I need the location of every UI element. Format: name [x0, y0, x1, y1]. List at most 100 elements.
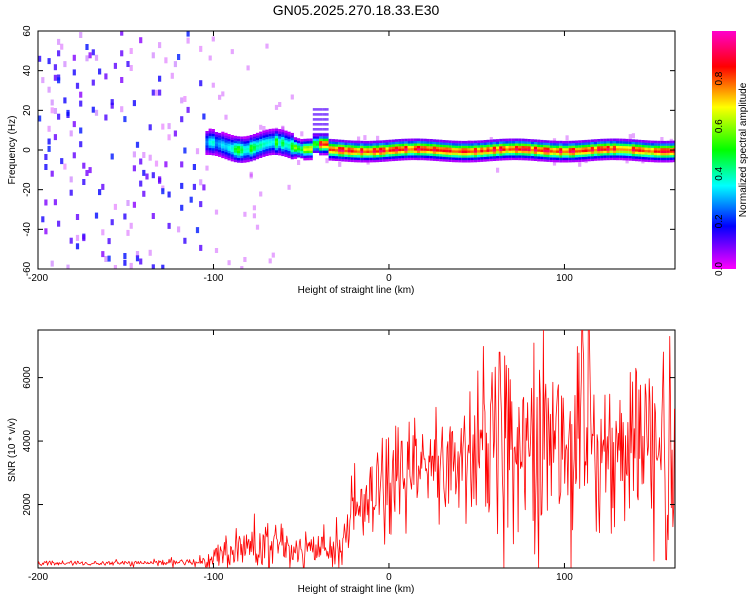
spectrogram-cell — [259, 145, 263, 149]
spectrogram-cell — [559, 150, 563, 153]
spectrogram-cell — [319, 148, 323, 151]
spectrogram-cell — [451, 152, 455, 156]
spectrogram-cell — [262, 149, 266, 153]
spectrogram-cell — [350, 154, 354, 158]
spectrogram-cell — [505, 141, 509, 144]
spectrogram-cell — [663, 143, 667, 146]
spectrogram-cell — [369, 147, 373, 151]
spectrogram-cell — [101, 229, 105, 236]
spectrogram-cell — [562, 143, 566, 146]
spectrogram-cell — [556, 157, 560, 160]
spectrogram-cell — [473, 145, 478, 148]
spectrogram-cell — [410, 152, 414, 156]
spectrogram-cell — [246, 135, 250, 139]
spectrogram-cell — [161, 188, 165, 195]
spectrogram-cell — [249, 146, 253, 150]
spectrogram-cell — [135, 251, 140, 257]
spectrogram-cell — [161, 123, 165, 130]
spectrogram-cell — [524, 141, 528, 144]
spectrogram-cell — [353, 159, 358, 163]
spectrogram-cell — [366, 140, 370, 144]
spectrogram-cell — [420, 157, 424, 161]
spectrogram-cell — [303, 141, 307, 144]
spectrogram-cell — [237, 141, 241, 144]
spectrogram-cell — [587, 139, 591, 143]
spectrogram-cell — [568, 145, 572, 149]
spectrogram-cell — [221, 153, 225, 156]
spectrogram-cell — [492, 158, 496, 161]
spectrogram-cell — [647, 142, 651, 146]
spectrogram-cell — [515, 143, 519, 146]
spectrogram-cell — [325, 150, 329, 153]
spectrogram-cell — [502, 155, 506, 158]
spectrogram-cell — [473, 147, 478, 151]
spectrogram-cell — [448, 147, 452, 151]
spectrogram-cell — [527, 141, 531, 144]
spectrogram-cell — [477, 159, 481, 163]
spectrogram-cell — [306, 145, 310, 149]
spectrogram-cell — [284, 144, 288, 148]
spectrogram-cell — [540, 156, 544, 160]
spectrogram-cell — [259, 124, 263, 130]
spectrogram-cell — [312, 118, 316, 121]
spectrogram-cell — [587, 156, 591, 159]
spectrogram-cell — [660, 143, 664, 146]
spectrogram-cell — [382, 147, 386, 150]
spectrogram-cell — [543, 152, 547, 155]
spectrogram-cell — [644, 159, 648, 162]
spectrogram-cell — [511, 138, 515, 142]
spectrogram-cell — [606, 140, 610, 144]
spectrogram-cell — [644, 149, 648, 153]
spectrogram-cell — [458, 155, 462, 158]
spectrogram-cell — [237, 136, 241, 139]
spectrogram-cell — [350, 140, 354, 144]
spectrogram-cell — [249, 149, 253, 152]
spectrogram-cell — [445, 152, 449, 155]
spectrogram-cell — [672, 157, 675, 160]
spectrogram-cell — [347, 152, 351, 155]
spectrogram-cell — [628, 148, 632, 152]
spectrogram-cell — [271, 128, 275, 132]
colorbar-tick-label: 0.4 — [714, 166, 725, 180]
spectrogram-cell — [489, 137, 493, 142]
spectrogram-cell — [278, 136, 282, 139]
spectrogram-cell — [559, 159, 563, 163]
spectrogram-cell — [410, 145, 414, 149]
spectrogram-cell — [473, 143, 478, 146]
spectrogram-cell — [255, 154, 260, 157]
spectrogram-cell — [300, 141, 304, 144]
spectrogram-cell — [546, 159, 550, 162]
spectrogram-cell — [556, 143, 560, 146]
spectrogram-cell — [533, 156, 538, 159]
spectrogram-cell — [132, 165, 136, 172]
spectrogram-cell — [360, 157, 364, 161]
spectrogram-cell — [413, 138, 418, 142]
y-tick-label: 40 — [22, 65, 33, 77]
spectrogram-cell — [407, 155, 411, 158]
spectrogram-cell — [638, 158, 642, 162]
spectrogram-cell — [609, 152, 613, 156]
spectrogram-cell — [587, 142, 591, 145]
spectrogram-cell — [575, 152, 579, 155]
spectrogram-cell — [423, 141, 427, 144]
spectrogram-cell — [612, 145, 617, 149]
spectrogram-cell — [271, 138, 275, 141]
spectrogram-cell — [316, 113, 320, 116]
spectrogram-cell — [290, 156, 294, 160]
spectrogram-cell — [262, 140, 266, 143]
spectrogram-cell — [426, 146, 430, 149]
spectrogram-cell — [666, 145, 670, 149]
spectrogram-cell — [537, 158, 541, 162]
spectrogram-cell — [445, 159, 449, 162]
spectrogram-cell — [233, 159, 237, 163]
spectrogram-cell — [376, 135, 380, 141]
spectrogram-cell — [597, 153, 601, 156]
spectrogram-cell — [672, 147, 675, 151]
spectrogram-cell — [546, 157, 550, 160]
spectrogram-cell — [85, 44, 89, 50]
spectrogram-cell — [429, 158, 433, 161]
spectrogram-cell — [401, 153, 405, 156]
spectrogram-cell — [360, 148, 364, 151]
spectrogram-cell — [151, 264, 155, 269]
spectrogram-cell — [224, 140, 228, 143]
